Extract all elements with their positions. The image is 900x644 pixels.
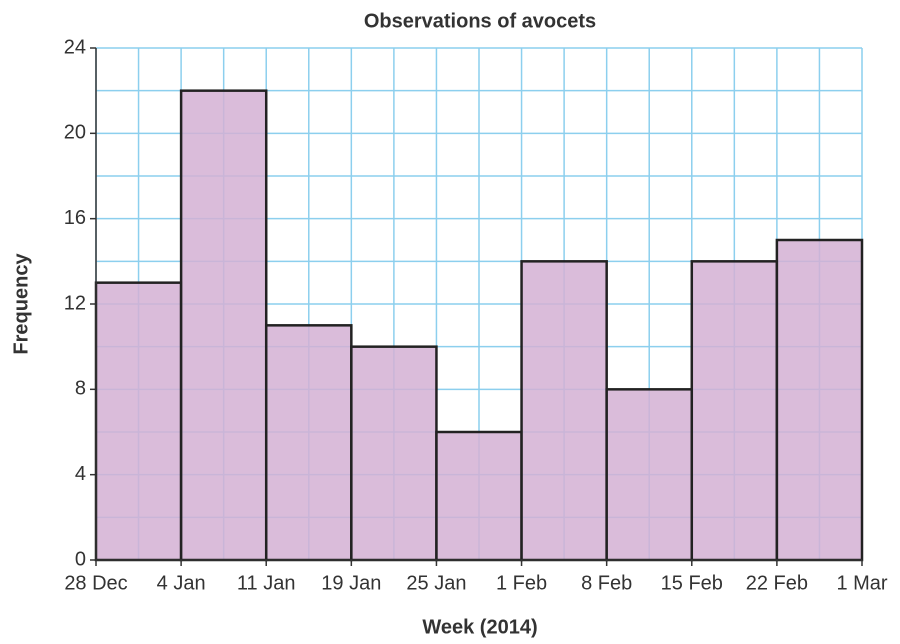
x-tick-label: 22 Feb [746, 572, 808, 594]
y-tick-label: 8 [75, 378, 86, 400]
y-axis-label: Frequency [10, 253, 32, 355]
bar [605, 388, 694, 562]
y-tick-label: 20 [64, 122, 86, 144]
x-tick-label: 1 Mar [836, 572, 887, 594]
x-tick-label: 25 Jan [406, 572, 466, 594]
x-tick-label: 28 Dec [64, 572, 127, 594]
y-tick-label: 12 [64, 292, 86, 314]
y-tick-label: 4 [75, 463, 86, 485]
x-tick-label: 15 Feb [661, 572, 723, 594]
y-tick-label: 0 [75, 548, 86, 570]
bar [520, 260, 608, 562]
x-tick-label: 19 Jan [321, 572, 381, 594]
bar [690, 260, 779, 562]
bar [264, 324, 353, 562]
x-axis-label: Week (2014) [422, 616, 537, 638]
chart-title: Observations of avocets [364, 10, 596, 32]
x-tick-label: 1 Feb [496, 572, 547, 594]
bar [775, 238, 864, 562]
bar [350, 345, 438, 562]
bar [179, 89, 268, 562]
y-tick-label: 24 [64, 36, 86, 58]
x-tick-label: 11 Jan [237, 572, 296, 594]
bar [435, 430, 523, 562]
y-tick-label: 16 [64, 207, 86, 229]
x-tick-label: 8 Feb [581, 572, 632, 594]
x-tick-label: 4 Jan [157, 572, 206, 594]
bar [94, 281, 183, 562]
